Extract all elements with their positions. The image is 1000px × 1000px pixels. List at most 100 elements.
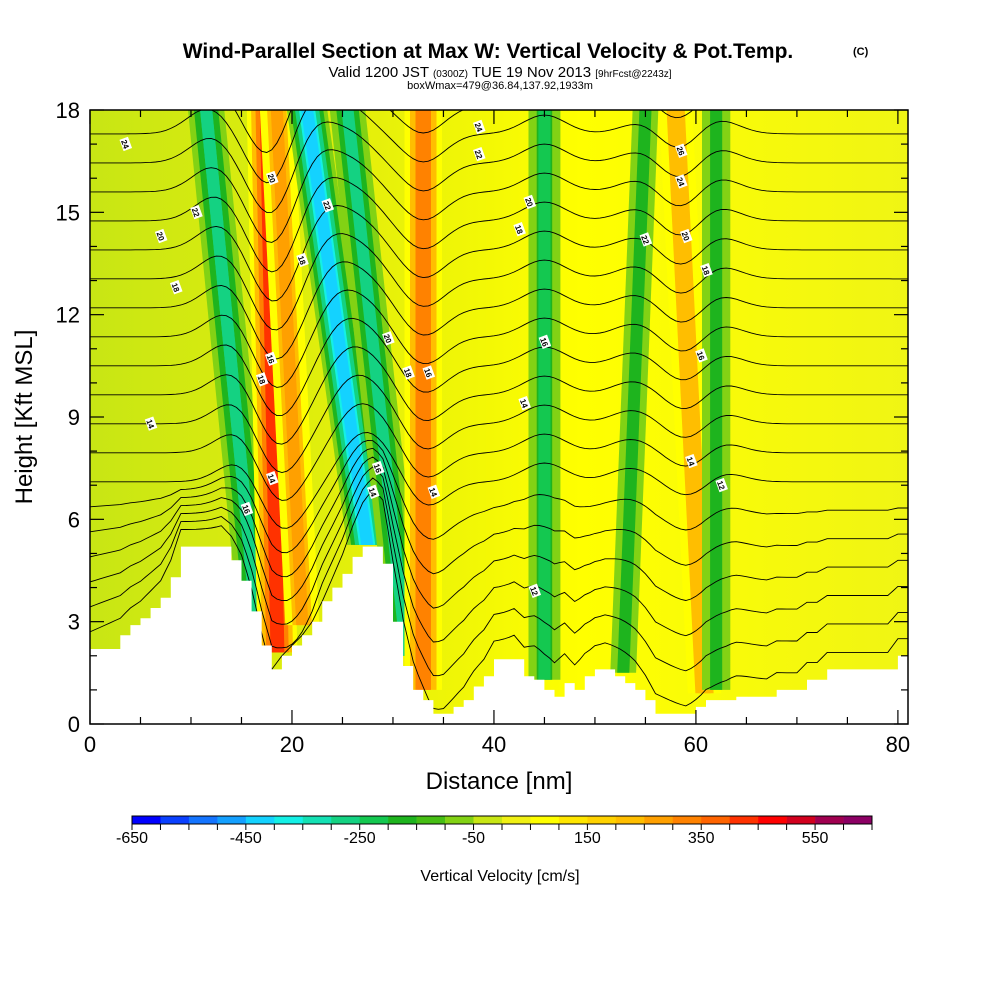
theta-label-text-19: 22 bbox=[473, 149, 485, 161]
theta-label-text-29: 18 bbox=[700, 265, 712, 277]
theta-label-9: 16 bbox=[264, 351, 278, 367]
theta-label-text-5: 20 bbox=[266, 173, 278, 185]
theta-label-bg-0 bbox=[119, 136, 133, 152]
theta-label-bg-17 bbox=[427, 484, 441, 500]
colorbar-tick-label-1: -450 bbox=[230, 830, 262, 847]
theta-contour-labels: 24 22 20 18 14 20 22 18 18 16 16 14 20 18 16 16 14 14 24 22… bbox=[119, 119, 728, 599]
theta-label-19: 22 bbox=[472, 146, 486, 162]
velocity-band-6-shell-2 bbox=[538, 110, 551, 680]
theta-contour-10 bbox=[90, 317, 908, 417]
colorbar-swatch-23 bbox=[786, 816, 816, 824]
theta-label-7: 18 bbox=[296, 252, 309, 268]
theta-label-text-24: 12 bbox=[528, 585, 540, 597]
theta-label-text-11: 14 bbox=[266, 473, 278, 485]
theta-label-16: 14 bbox=[367, 484, 380, 500]
theta-label-18: 24 bbox=[473, 119, 486, 135]
theta-contour-17 bbox=[90, 121, 908, 213]
theta-label-text-15: 16 bbox=[372, 463, 384, 475]
colorbar-swatch-9 bbox=[388, 816, 417, 824]
theta-label-text-9: 16 bbox=[265, 353, 277, 365]
theta-label-text-0: 24 bbox=[119, 139, 131, 151]
x-tick-label-40: 40 bbox=[482, 732, 506, 757]
theta-label-text-31: 14 bbox=[685, 456, 697, 468]
theta-label-5: 20 bbox=[265, 170, 279, 186]
theta-contour-6 bbox=[90, 432, 908, 529]
theta-label-bg-25 bbox=[674, 143, 688, 158]
theta-label-bg-14 bbox=[422, 365, 436, 380]
theta-label-21: 18 bbox=[513, 222, 526, 237]
theta-label-bg-3 bbox=[169, 280, 183, 295]
theta-contour-18 bbox=[90, 110, 908, 184]
theta-label-text-27: 22 bbox=[639, 234, 651, 246]
x-tick-label-0: 0 bbox=[84, 732, 96, 757]
theta-label-bg-5 bbox=[265, 170, 279, 186]
colorbar-swatch-1 bbox=[160, 816, 190, 824]
theta-label-bg-6 bbox=[321, 198, 335, 213]
y-tick-label-18: 18 bbox=[56, 98, 80, 123]
colorbar-swatch-6 bbox=[302, 816, 332, 824]
theta-label-bg-12 bbox=[382, 331, 395, 346]
theta-label-text-2: 20 bbox=[154, 231, 166, 243]
colorbar-swatch-16 bbox=[587, 816, 617, 824]
theta-contour-1 bbox=[90, 477, 908, 677]
theta-label-23: 14 bbox=[518, 396, 531, 411]
colorbar-tick-label-4: 150 bbox=[574, 830, 601, 847]
theta-label-bg-22 bbox=[538, 334, 552, 350]
theta-contour-4 bbox=[90, 447, 908, 578]
theta-label-8: 18 bbox=[255, 372, 269, 387]
x-axis: 0 20 40 60 80 bbox=[84, 110, 910, 757]
theta-label-10: 16 bbox=[240, 501, 254, 517]
theta-label-12: 20 bbox=[382, 331, 395, 346]
colorbar-swatch-19 bbox=[672, 816, 702, 824]
subtitle-valid: Valid 1200 JST bbox=[328, 64, 433, 81]
theta-label-text-30: 16 bbox=[695, 350, 707, 362]
theta-label-25: 26 bbox=[674, 143, 688, 158]
theta-label-bg-27 bbox=[639, 232, 653, 247]
velocity-band-0-shell-3 bbox=[200, 110, 263, 619]
colorbar-tick-label-6: 550 bbox=[802, 830, 829, 847]
colorbar-swatch-21 bbox=[729, 816, 759, 824]
chart-title: Wind-Parallel Section at Max W: Vertical… bbox=[183, 40, 794, 63]
theta-label-1: 22 bbox=[190, 204, 203, 220]
theta-label-text-16: 14 bbox=[367, 486, 379, 498]
theta-contour-13 bbox=[90, 233, 908, 331]
plot-area: 24 22 20 18 14 20 22 18 18 16 16 14 20 18 16 16 14 14 24 22… bbox=[90, 110, 908, 724]
velocity-band-5-shell-3 bbox=[417, 110, 430, 690]
theta-label-13: 18 bbox=[402, 365, 415, 380]
theta-label-2: 20 bbox=[154, 228, 168, 244]
theta-label-4: 14 bbox=[144, 416, 158, 431]
colorbar-swatch-4 bbox=[245, 816, 275, 824]
colorbar-swatch-17 bbox=[615, 816, 645, 824]
colorbar-swatch-24 bbox=[815, 816, 844, 824]
theta-contour-0 bbox=[90, 489, 908, 710]
theta-label-11: 14 bbox=[266, 471, 279, 486]
theta-label-bg-2 bbox=[154, 228, 168, 244]
theta-contour-2 bbox=[90, 466, 908, 643]
y-tick-label-3: 3 bbox=[68, 610, 80, 635]
velocity-bands bbox=[188, 110, 731, 694]
y-tick-label-15: 15 bbox=[56, 200, 80, 225]
colorbar-swatch-5 bbox=[274, 816, 304, 824]
velocity-band-1-shell-4 bbox=[260, 110, 284, 653]
velocity-band-7-shell-1 bbox=[617, 110, 652, 673]
theta-contour-12 bbox=[90, 261, 908, 360]
terrain-fill bbox=[90, 546, 908, 724]
theta-label-14: 16 bbox=[422, 365, 436, 380]
colorbar-tick-label-5: 350 bbox=[688, 830, 715, 847]
x-tick-label-20: 20 bbox=[280, 732, 304, 757]
theta-label-27: 22 bbox=[639, 232, 653, 247]
colorbar-tick-label-2: -250 bbox=[344, 830, 376, 847]
theta-label-text-26: 24 bbox=[675, 176, 687, 188]
theta-label-bg-19 bbox=[472, 146, 486, 162]
subtitle-date: TUE 19 Nov 2013 bbox=[468, 64, 595, 81]
colorbar-swatch-22 bbox=[758, 816, 787, 824]
theta-label-30: 16 bbox=[695, 348, 708, 363]
theta-label-text-23: 14 bbox=[518, 398, 530, 410]
theta-label-31: 14 bbox=[685, 453, 698, 469]
chart-subtitle-box: boxWmax=479@36.84,137.92,1933m bbox=[407, 80, 593, 92]
theta-label-text-14: 16 bbox=[422, 367, 434, 379]
theta-label-bg-9 bbox=[264, 351, 278, 367]
chart-subtitle: Valid 1200 JST (0300Z) TUE 19 Nov 2013 [… bbox=[328, 64, 671, 81]
y-tick-label-0: 0 bbox=[68, 712, 80, 737]
subtitle-zulu: (0300Z) bbox=[433, 69, 468, 80]
